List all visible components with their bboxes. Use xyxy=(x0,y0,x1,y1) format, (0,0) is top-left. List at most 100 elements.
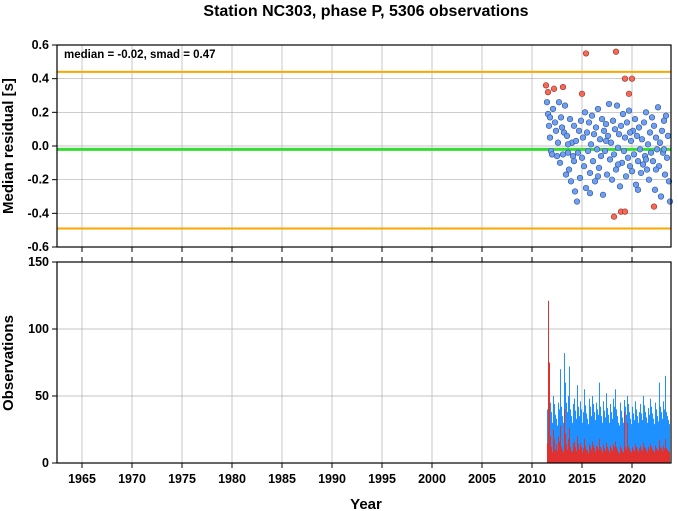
observation-bar xyxy=(576,418,577,463)
observation-bar xyxy=(596,402,597,463)
observation-bar xyxy=(582,452,583,463)
observation-bar xyxy=(647,422,648,463)
x-tick-label: 2000 xyxy=(418,472,446,486)
observation-bar xyxy=(612,418,613,463)
inlier-point xyxy=(643,166,651,173)
observation-bar xyxy=(625,446,626,463)
observation-bar xyxy=(563,422,564,463)
observation-bar xyxy=(653,450,654,463)
x-tick-label: 2015 xyxy=(568,472,596,486)
inlier-point xyxy=(642,109,650,116)
observation-bar xyxy=(661,412,662,463)
inlier-point xyxy=(627,137,635,145)
inlier-point xyxy=(608,176,616,183)
observation-bar xyxy=(588,424,589,463)
inlier-point xyxy=(546,134,554,141)
observation-bar xyxy=(599,382,600,463)
observation-bar xyxy=(608,414,609,463)
outlier-point xyxy=(544,89,552,96)
observation-bar xyxy=(572,452,573,463)
observation-bar xyxy=(606,393,607,463)
observation-bar xyxy=(585,405,586,463)
inlier-point xyxy=(600,127,608,134)
observation-bar xyxy=(632,446,633,463)
observation-bar xyxy=(595,420,596,463)
inlier-point xyxy=(635,124,643,131)
observation-bar xyxy=(667,416,668,463)
inlier-point xyxy=(586,190,594,197)
x-tick-label: 1985 xyxy=(268,472,296,486)
observation-bar xyxy=(656,409,657,463)
observation-bar xyxy=(649,414,650,463)
observation-bar xyxy=(637,449,638,463)
observation-bar xyxy=(577,436,578,463)
inlier-point xyxy=(593,146,601,153)
observation-bar xyxy=(578,406,579,463)
observation-bar xyxy=(564,353,565,463)
inlier-point xyxy=(657,193,665,200)
observation-bar xyxy=(663,445,664,463)
observation-bar xyxy=(569,366,570,463)
observation-bar xyxy=(574,398,575,463)
inlier-point xyxy=(580,163,588,170)
observation-bar xyxy=(575,446,576,463)
observation-bar xyxy=(606,442,607,463)
year-x-axis-label: Year xyxy=(350,496,382,511)
observation-bar xyxy=(651,406,652,463)
inlier-point xyxy=(562,171,570,178)
inlier-point xyxy=(561,102,569,109)
observation-bar xyxy=(608,449,609,463)
inlier-point xyxy=(552,127,560,134)
observation-bar xyxy=(663,401,664,463)
y-tick-label: -0.6 xyxy=(27,240,49,254)
inlier-point xyxy=(590,131,598,138)
inlier-point xyxy=(611,126,619,133)
observation-bar xyxy=(664,448,665,463)
inlier-point xyxy=(549,105,557,113)
inlier-point xyxy=(623,119,631,126)
observation-bar xyxy=(565,382,566,463)
inlier-point xyxy=(554,139,562,146)
observation-bar xyxy=(589,398,590,463)
observation-bar xyxy=(574,441,575,463)
inlier-point xyxy=(628,168,636,175)
observation-bar xyxy=(657,449,658,463)
observation-bar xyxy=(616,409,617,463)
observation-bar xyxy=(660,406,661,463)
observation-bar xyxy=(609,452,610,463)
observation-bar xyxy=(549,362,550,463)
y-tick-label: 50 xyxy=(35,389,49,403)
outlier-point xyxy=(578,90,586,97)
observation-bar xyxy=(643,396,644,463)
reference-lines xyxy=(57,70,671,230)
observation-bar xyxy=(630,418,631,463)
observation-bar xyxy=(664,409,665,463)
observation-bars xyxy=(547,300,670,463)
inlier-point xyxy=(647,149,655,156)
inlier-point xyxy=(660,146,668,153)
inlier-point xyxy=(626,129,634,136)
observation-bar xyxy=(573,404,574,463)
observation-bar xyxy=(666,448,667,463)
inlier-point xyxy=(545,122,553,129)
observation-bar xyxy=(618,452,619,463)
inlier-point xyxy=(658,127,666,134)
inlier-point xyxy=(564,141,572,148)
observation-bar xyxy=(561,446,562,463)
observation-bar xyxy=(655,445,656,463)
outlier-point xyxy=(628,75,636,82)
inlier-point xyxy=(651,186,659,193)
residual-points xyxy=(542,48,674,220)
inlier-point xyxy=(666,198,674,205)
inlier-point xyxy=(644,141,652,148)
observation-bar xyxy=(550,402,551,463)
inlier-point xyxy=(576,174,584,182)
observation-bar xyxy=(566,402,567,463)
inlier-point xyxy=(634,158,642,165)
observation-bar xyxy=(587,418,588,463)
observation-bar xyxy=(635,444,636,463)
inlier-point xyxy=(582,184,590,192)
observation-bar xyxy=(657,416,658,463)
y-tick-label: -0.2 xyxy=(27,173,49,187)
inlier-point xyxy=(642,156,650,163)
